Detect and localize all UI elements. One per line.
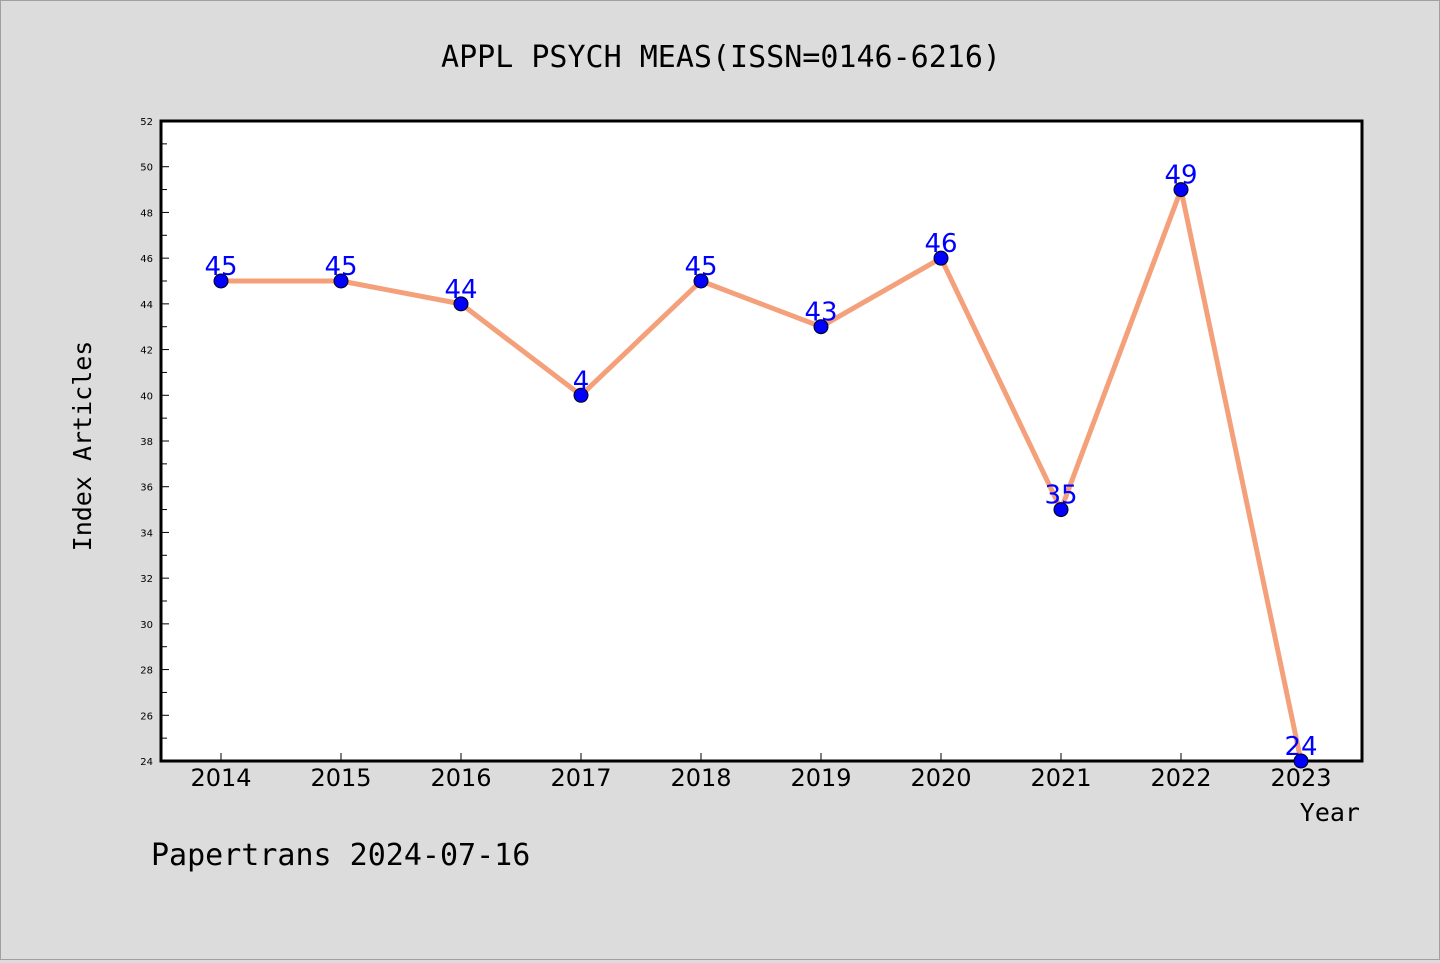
data-points — [213, 182, 1309, 769]
data-label-2018: 45 — [684, 252, 717, 282]
x-tick-label: 2022 — [1150, 764, 1211, 792]
data-label-2021: 35 — [1044, 481, 1077, 511]
chart-title: APPL PSYCH MEAS(ISSN=0146-6216) — [441, 40, 1001, 75]
y-tick-label: 50 — [140, 163, 153, 174]
plot-area — [159, 119, 1364, 763]
y-axis-label: Index Articles — [68, 341, 97, 552]
y-tick-label: 46 — [140, 254, 153, 265]
y-tick-label: 48 — [140, 208, 153, 219]
data-label-2017: 4 — [573, 366, 590, 396]
data-point-2019 — [813, 319, 829, 335]
x-tick-label: 2016 — [430, 764, 491, 792]
x-tick-label: 2018 — [670, 764, 731, 792]
y-tick-label: 40 — [140, 391, 153, 402]
x-tick-label: 2019 — [790, 764, 851, 792]
data-label-2016: 44 — [444, 275, 477, 305]
data-label-2023: 24 — [1284, 732, 1317, 762]
y-tick-label: 30 — [140, 620, 153, 631]
x-tick-label: 2021 — [1030, 764, 1091, 792]
data-point-2020 — [933, 250, 949, 266]
data-point-2015 — [333, 273, 349, 289]
data-point-2022 — [1173, 182, 1189, 198]
data-label-2020: 46 — [924, 229, 957, 259]
x-tick-label: 2023 — [1270, 764, 1331, 792]
data-label-2022: 49 — [1164, 161, 1197, 191]
y-tick-label: 36 — [140, 483, 153, 494]
footer-credit: Papertrans 2024-07-16 — [151, 838, 530, 873]
data-point-2016 — [453, 296, 469, 312]
y-tick-label: 32 — [140, 574, 153, 585]
y-tick-label: 42 — [140, 346, 153, 357]
y-tick-label: 26 — [140, 711, 153, 722]
data-point-2018 — [693, 273, 709, 289]
y-tick-label: 24 — [140, 757, 153, 768]
series-line-group — [218, 187, 1304, 764]
y-tick-label: 52 — [140, 117, 153, 128]
data-label-2015: 45 — [324, 252, 357, 282]
data-point-2014 — [213, 273, 229, 289]
y-tick-label: 28 — [140, 666, 153, 677]
y-tick-label: 44 — [140, 300, 153, 311]
x-tick-label: 2015 — [310, 764, 371, 792]
data-label-2019: 43 — [804, 298, 837, 328]
series-line — [218, 187, 1304, 764]
data-label-2014: 45 — [204, 252, 237, 282]
y-tick-label: 38 — [140, 437, 153, 448]
x-axis: 2014 2015 2016 2017 2018 2019 2020 2021 2022 2023 — [190, 753, 1332, 792]
data-point-2021 — [1053, 502, 1069, 518]
x-tick-label: 2014 — [190, 764, 251, 792]
data-point-2023 — [1293, 753, 1309, 769]
y-axis: 24 26 28 30 32 34 36 38 40 42 44 46 48 50 52 — [140, 117, 169, 768]
x-tick-label: 2017 — [550, 764, 611, 792]
x-tick-label: 2020 — [910, 764, 971, 792]
data-point-2017 — [573, 387, 589, 403]
y-tick-label: 34 — [140, 528, 153, 539]
x-axis-label: Year — [1300, 798, 1360, 827]
